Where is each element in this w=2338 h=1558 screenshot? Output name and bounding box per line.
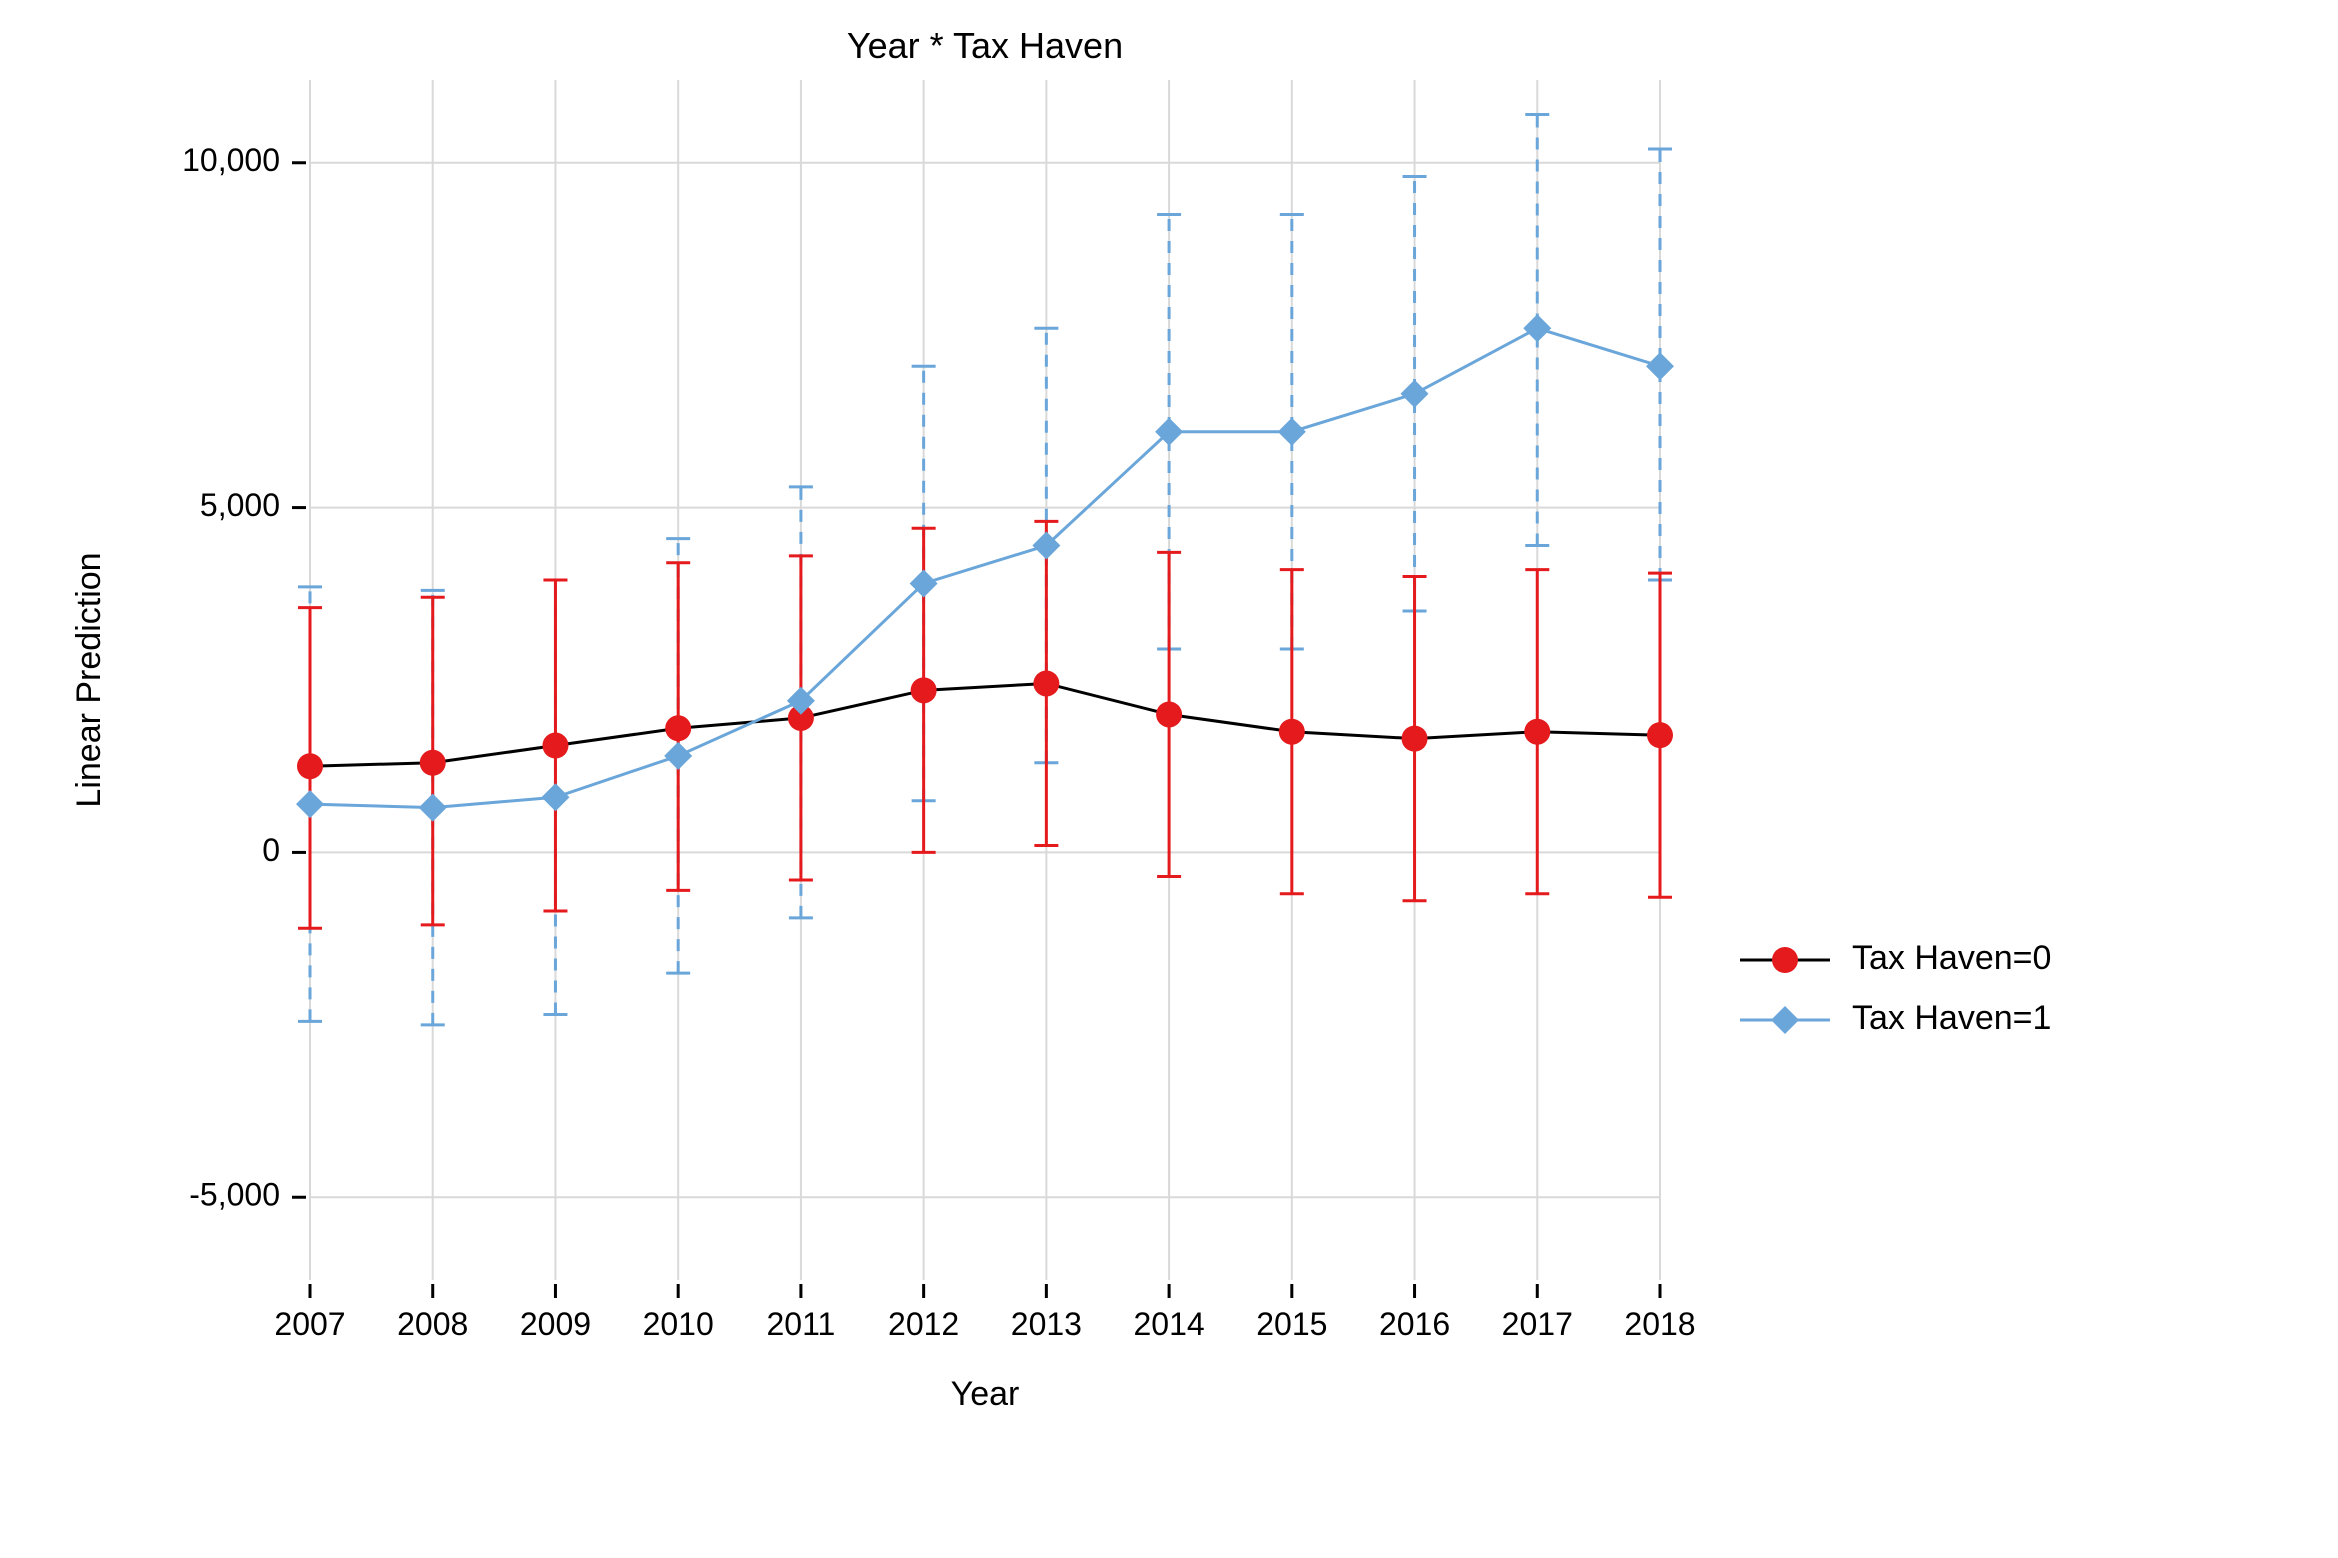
data-marker: [1647, 722, 1673, 748]
y-tick-label: -5,000: [189, 1177, 280, 1213]
legend-label: Tax Haven=1: [1852, 999, 2051, 1037]
y-tick-label: 0: [262, 832, 280, 868]
data-marker: [1524, 719, 1550, 745]
x-axis-label: Year: [951, 1375, 1020, 1413]
x-tick-label: 2017: [1502, 1306, 1573, 1342]
x-tick-label: 2010: [643, 1306, 714, 1342]
x-tick-label: 2015: [1256, 1306, 1327, 1342]
x-tick-label: 2018: [1624, 1306, 1695, 1342]
data-marker: [1156, 701, 1182, 727]
x-tick-label: 2012: [888, 1306, 959, 1342]
y-tick-label: 10,000: [182, 142, 280, 178]
data-marker: [297, 753, 323, 779]
x-tick-label: 2014: [1133, 1306, 1204, 1342]
x-tick-label: 2016: [1379, 1306, 1450, 1342]
chart-title: Year * Tax Haven: [847, 25, 1123, 66]
data-marker: [420, 750, 446, 776]
data-marker: [1772, 947, 1798, 973]
data-marker: [1033, 670, 1059, 696]
chart-container: -5,000 0 5,000 10,000 2007 2008 2009 2010 2011 20…: [0, 0, 2338, 1558]
data-marker: [1402, 726, 1428, 752]
y-tick-label: 5,000: [200, 487, 280, 523]
x-tick-label: 2011: [767, 1306, 836, 1342]
x-tick-label: 2009: [520, 1306, 591, 1342]
y-axis-label: Linear Prediction: [70, 552, 108, 807]
x-tick-label: 2008: [397, 1306, 468, 1342]
x-tick-label: 2007: [274, 1306, 345, 1342]
data-marker: [911, 677, 937, 703]
chart-svg: -5,000 0 5,000 10,000 2007 2008 2009 2010 2011 20…: [0, 0, 2338, 1558]
data-marker: [1279, 719, 1305, 745]
data-marker: [542, 733, 568, 759]
data-marker: [665, 715, 691, 741]
x-tick-label: 2013: [1011, 1306, 1082, 1342]
legend-label: Tax Haven=0: [1852, 939, 2051, 977]
